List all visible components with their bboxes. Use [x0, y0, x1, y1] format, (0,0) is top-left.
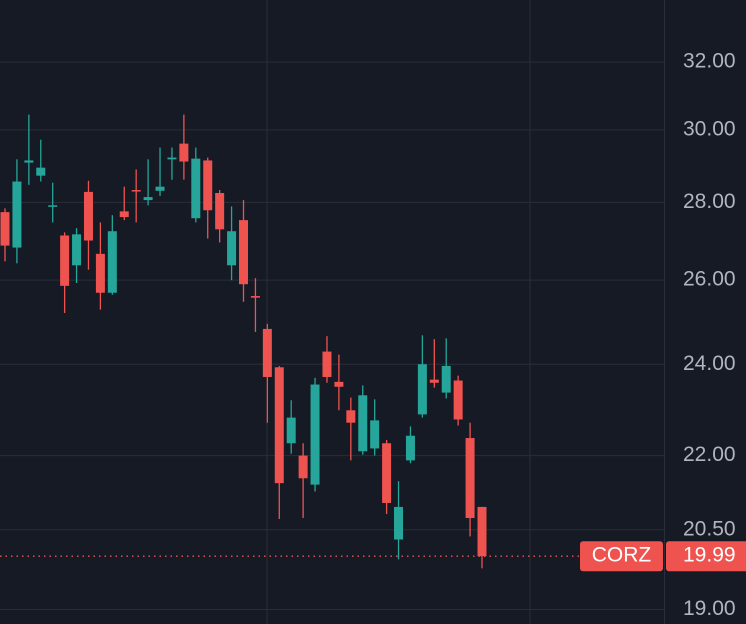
candle-body — [119, 211, 129, 218]
candle-body — [72, 234, 82, 266]
candle-body — [298, 455, 308, 479]
symbol-badge — [580, 541, 663, 572]
candle-body — [358, 395, 368, 452]
candles — [0, 114, 487, 569]
y-tick-label: 19.00 — [683, 597, 736, 620]
candle-body — [131, 190, 141, 192]
symbol-label: CORZ — [592, 544, 652, 567]
candle-body — [155, 186, 165, 191]
candle-body — [167, 157, 177, 160]
y-tick-label: 32.00 — [683, 50, 736, 73]
candle-body — [405, 435, 415, 461]
y-tick-label: 26.00 — [683, 268, 736, 291]
y-tick-label: 28.00 — [683, 190, 736, 213]
candle-body — [143, 197, 153, 201]
candle-body — [36, 167, 46, 176]
price-axis: 32.00 30.00 28.00 26.00 24.00 22.00 20.50 19.00 — [683, 50, 736, 620]
candle-body — [191, 158, 201, 219]
candle-body — [12, 181, 22, 248]
candle-body — [250, 296, 260, 298]
price-badge — [666, 541, 746, 572]
candle-body — [0, 212, 10, 246]
candle-body — [274, 367, 284, 484]
candle-body — [203, 160, 213, 211]
candle-body — [453, 380, 463, 420]
candle-body — [346, 410, 356, 423]
candle-body — [441, 365, 451, 393]
candle-body — [179, 143, 189, 162]
candle-body — [310, 384, 320, 485]
y-tick-label: 30.00 — [683, 117, 736, 140]
candle-body — [382, 443, 392, 503]
y-tick-label: 20.50 — [683, 517, 736, 540]
candle-body — [429, 379, 439, 383]
candle-body — [394, 506, 404, 540]
candle-body — [370, 420, 380, 449]
last-price-label: 19.99 — [683, 544, 736, 567]
candle-body — [107, 231, 117, 293]
candle-body — [286, 417, 296, 444]
last-price: CORZ 19.99 — [0, 541, 746, 572]
candle-body — [215, 193, 225, 230]
candle-body — [48, 205, 58, 207]
candle-body — [465, 438, 475, 519]
y-tick-label: 24.00 — [683, 352, 736, 375]
candle-body — [262, 328, 272, 377]
candle-body — [334, 381, 344, 387]
candle-body — [95, 253, 105, 293]
candle-body — [83, 191, 93, 241]
candle-body — [60, 235, 70, 286]
candle-body — [24, 160, 34, 163]
y-tick-label: 22.00 — [683, 443, 736, 466]
candle-body — [477, 506, 487, 557]
candle-body — [227, 231, 237, 266]
candle-body — [417, 364, 427, 415]
candle-body — [239, 220, 248, 285]
candle-body — [322, 351, 332, 377]
